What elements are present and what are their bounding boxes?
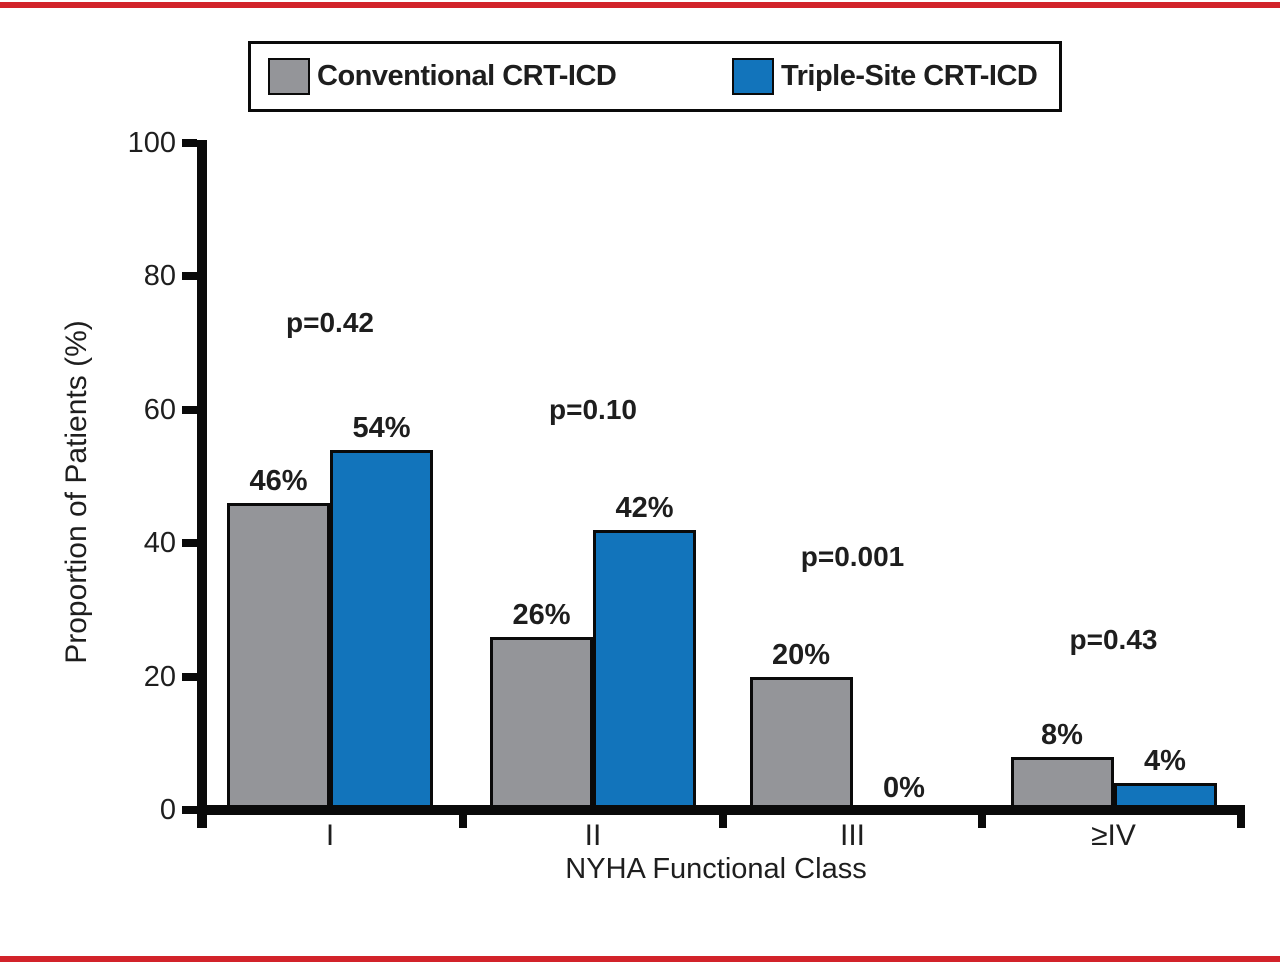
y-axis-tick xyxy=(182,139,197,147)
bar-value-label: 20% xyxy=(771,638,831,671)
bar-conventional xyxy=(227,503,330,808)
y-axis-tick-label: 80 xyxy=(143,260,176,293)
bar-value-label: 26% xyxy=(512,598,571,631)
bar-value-label: 54% xyxy=(352,411,411,444)
y-axis-tick-label: 60 xyxy=(143,393,176,426)
y-axis-tick xyxy=(182,539,197,548)
y-axis-tick xyxy=(182,405,197,414)
legend-item-conventional: Conventional CRT-ICD xyxy=(268,44,617,109)
bar-triple-site xyxy=(330,449,433,808)
bar-triple-site xyxy=(593,529,696,808)
legend-label-conventional: Conventional CRT-ICD xyxy=(317,60,617,92)
p-value-label: p=0.42 xyxy=(286,307,374,339)
x-axis-tick xyxy=(719,815,727,828)
bar-value-label: 8% xyxy=(1041,718,1083,751)
bar-value-label: 0% xyxy=(883,772,925,804)
p-value-label: p=0.43 xyxy=(1069,623,1158,655)
y-axis-tick-label: 0 xyxy=(159,794,176,826)
y-axis-tick xyxy=(182,806,197,814)
y-axis-tick-label: 20 xyxy=(143,660,176,693)
x-axis-tick xyxy=(459,815,467,828)
legend-swatch-conventional xyxy=(268,58,310,95)
bar-conventional xyxy=(1010,756,1114,808)
y-axis-tick-label: 100 xyxy=(127,127,176,159)
p-value-label: p=0.10 xyxy=(549,393,637,425)
y-axis-tick xyxy=(182,272,197,281)
bar-value-label: 4% xyxy=(1144,745,1186,778)
x-category-label: I xyxy=(325,819,335,852)
x-axis-line xyxy=(197,805,1245,815)
bottom-red-rule xyxy=(0,956,1280,962)
x-category-label: III xyxy=(839,819,865,852)
p-value-label: p=0.001 xyxy=(800,540,905,572)
y-axis-tick-label: 40 xyxy=(143,527,176,560)
x-category-label: ≥IV xyxy=(1091,819,1136,852)
y-axis-line xyxy=(197,140,207,828)
chart-legend: Conventional CRT-ICD Triple-Site CRT-ICD xyxy=(248,41,1062,112)
legend-item-triple-site: Triple-Site CRT-ICD xyxy=(732,44,1038,109)
x-axis-tick xyxy=(978,815,986,828)
bar-value-label: 42% xyxy=(615,491,674,524)
top-red-rule xyxy=(0,2,1280,8)
x-axis-tick xyxy=(1237,815,1245,828)
legend-label-triple-site: Triple-Site CRT-ICD xyxy=(781,60,1038,92)
y-axis-tick xyxy=(182,672,197,681)
bar-value-label: 46% xyxy=(249,465,308,498)
x-axis-title: NYHA Functional Class xyxy=(565,853,867,885)
bar-triple-site xyxy=(1113,783,1217,808)
bar-conventional xyxy=(490,636,593,808)
bar-conventional xyxy=(749,676,853,808)
x-category-label: II xyxy=(584,819,602,852)
legend-swatch-triple-site xyxy=(732,58,774,95)
